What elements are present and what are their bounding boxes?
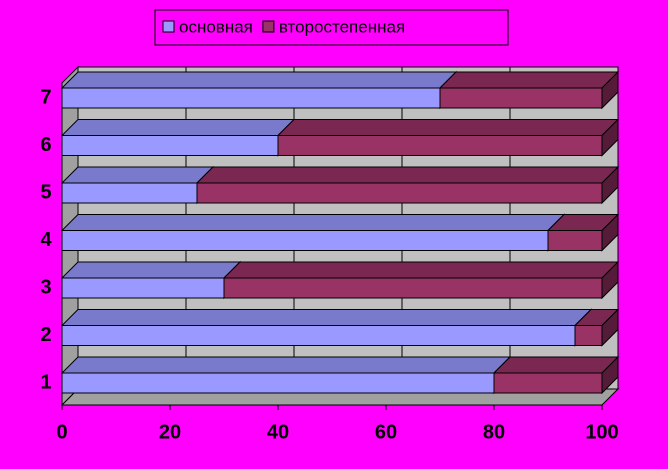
y-tick-label: 6 — [40, 134, 51, 156]
x-tick-label: 80 — [483, 421, 505, 443]
bar — [277, 135, 603, 156]
bar-top-shade — [62, 357, 510, 373]
bar-top-shade — [62, 214, 564, 231]
bar-top-shade — [62, 309, 591, 326]
y-tick-label: 1 — [40, 371, 51, 393]
bar — [196, 182, 603, 204]
x-tick-label: 40 — [267, 421, 289, 443]
bar — [61, 87, 441, 109]
legend-swatch — [262, 20, 275, 33]
x-tick-label: 60 — [375, 421, 397, 443]
bar-side-shade — [602, 214, 618, 251]
bar-side — [601, 308, 619, 347]
bar-top-shade — [548, 214, 618, 231]
bar-top-shade — [575, 309, 618, 326]
x-tick-label: 0 — [56, 421, 67, 443]
legend-label: основная — [179, 17, 253, 36]
bar-top-shade — [62, 262, 240, 278]
legend — [154, 9, 509, 46]
legend-swatch — [162, 20, 175, 33]
bar-top-shade — [62, 167, 213, 183]
bar-top-shade — [62, 119, 294, 136]
bar-side-shade — [602, 167, 618, 203]
y-tick-label: 2 — [40, 324, 51, 346]
bar-side — [601, 118, 619, 157]
bar — [574, 325, 603, 346]
x-tick-label: 20 — [159, 421, 181, 443]
x-tick-label: 100 — [585, 421, 618, 443]
bar — [223, 277, 603, 299]
bar-side-shade — [602, 262, 618, 298]
bar-side-shade — [602, 119, 618, 156]
bar-top-shade — [62, 72, 456, 88]
bar — [493, 372, 603, 394]
bar — [61, 372, 495, 394]
bar-top-shade — [494, 357, 618, 373]
bar-side — [601, 70, 619, 110]
bar-side — [601, 165, 619, 205]
bar-side — [601, 213, 619, 252]
y-tick-label: 3 — [40, 276, 51, 298]
bar-top-shade — [278, 119, 618, 136]
bar-side — [601, 355, 619, 395]
y-tick-label: 4 — [40, 229, 52, 251]
y-tick-label: 5 — [40, 181, 51, 203]
bar — [61, 230, 549, 251]
legend-label: второстепенная — [279, 17, 405, 36]
bar — [61, 325, 576, 346]
bar — [547, 230, 603, 251]
bar-side-shade — [602, 309, 618, 346]
bar — [61, 277, 225, 299]
y-tick-label: 7 — [40, 86, 51, 108]
bar — [439, 87, 603, 109]
bar-top-shade — [224, 262, 618, 278]
bar-side-shade — [602, 72, 618, 108]
bar — [61, 182, 198, 204]
bar — [61, 135, 279, 156]
bar-top-shade — [197, 167, 618, 183]
bar-top-shade — [440, 72, 618, 88]
bar-side — [601, 260, 619, 300]
bar-side-shade — [602, 357, 618, 393]
